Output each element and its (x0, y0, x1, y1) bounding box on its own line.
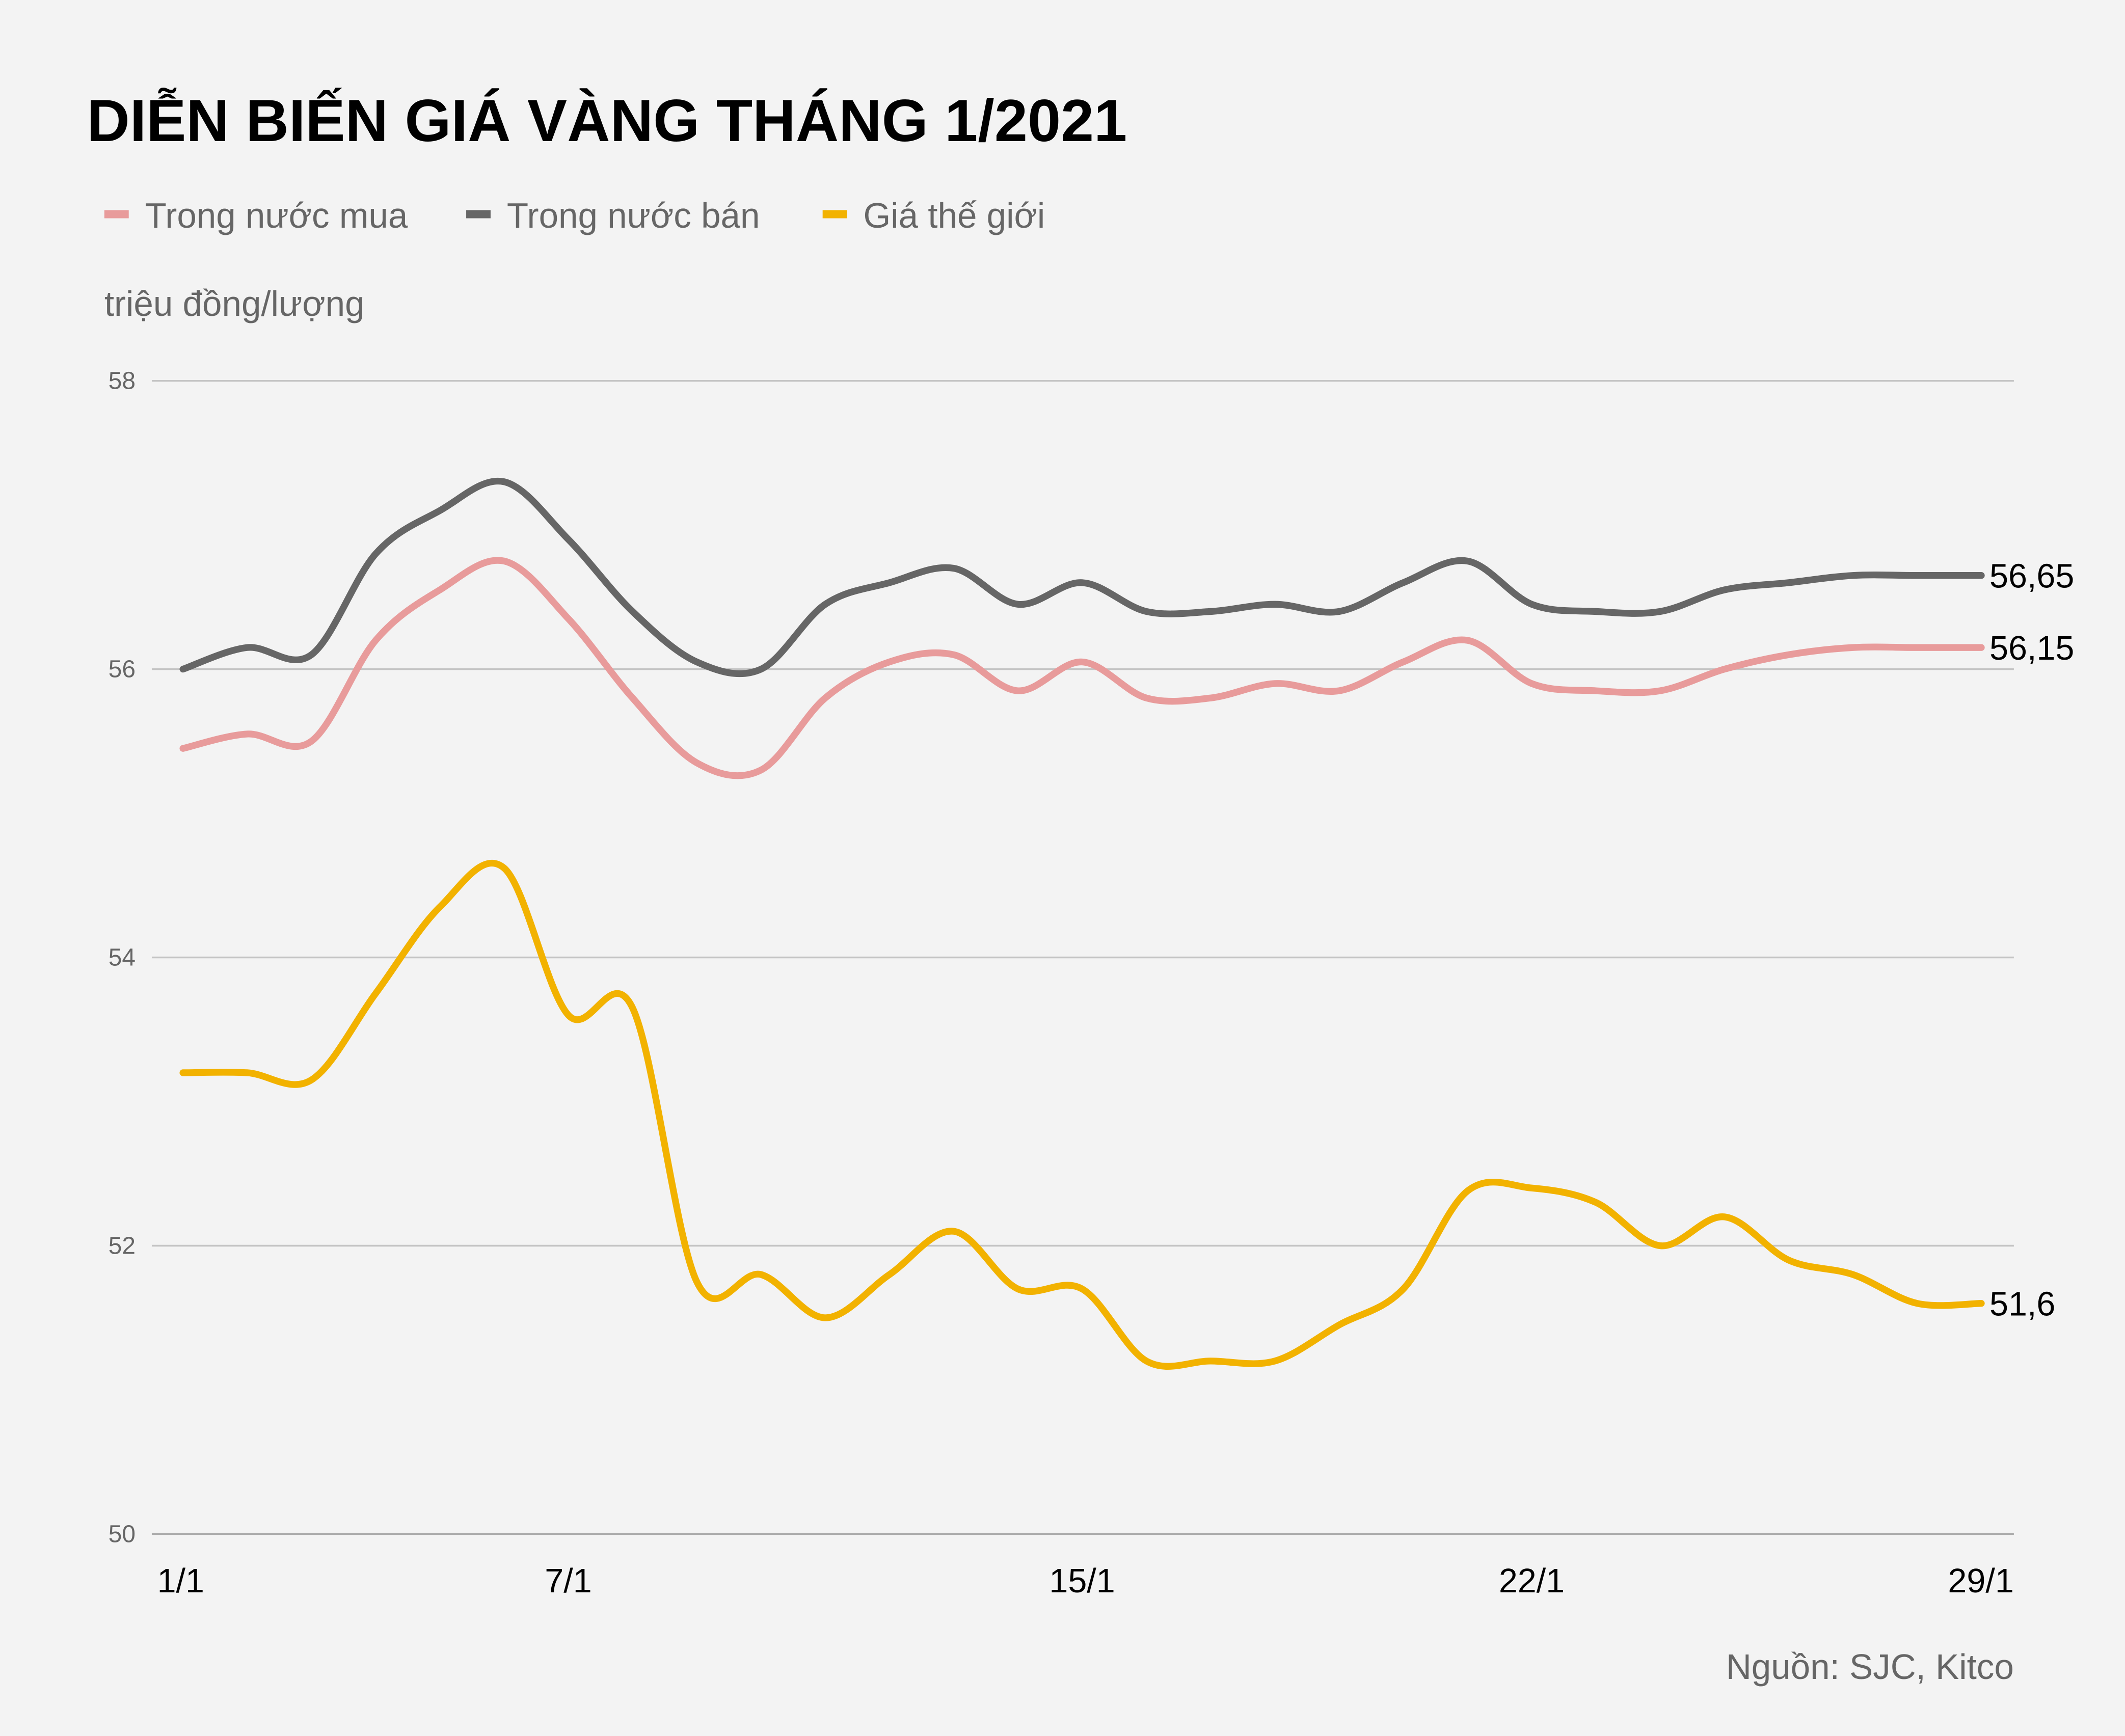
legend-swatch (466, 210, 491, 219)
x-tick-label: 15/1 (1049, 1562, 1115, 1600)
source-note: Nguồn: SJC, Kitco (1726, 1647, 2014, 1687)
legend-label: Giá thế giới (863, 196, 1045, 235)
end-value-label: 56,15 (1989, 630, 2074, 667)
y-ticks: 58 56 54 52 50 (109, 368, 136, 1548)
y-tick-label: 56 (109, 656, 136, 683)
series-line-1 (179, 557, 1985, 779)
y-axis-label: triệu đồng/lượng (104, 284, 365, 323)
chart-title: DIỄN BIẾN GIÁ VÀNG THÁNG 1/2021 (87, 87, 1127, 154)
x-tick-label: 22/1 (1499, 1562, 1565, 1600)
legend: Trong nước mua Trong nước bán Giá thế giới (104, 196, 1045, 235)
x-tick-label: 7/1 (545, 1562, 591, 1600)
end-labels: 56,15 56,65 51,6 (1989, 558, 2074, 1323)
legend-label: Trong nước mua (145, 196, 408, 235)
gridlines (151, 379, 2014, 1535)
y-tick-label: 52 (109, 1232, 136, 1259)
series-line-3 (179, 860, 1985, 1370)
series-line-2 (179, 477, 1985, 677)
legend-label: Trong nước bán (507, 196, 760, 235)
x-tick-label: 1/1 (157, 1562, 204, 1600)
x-ticks: 1/1 7/1 15/1 22/1 29/1 (157, 1562, 2014, 1600)
y-tick-label: 50 (109, 1521, 136, 1548)
legend-swatch (104, 210, 129, 219)
y-tick-label: 58 (109, 368, 136, 395)
series-lines (179, 477, 1985, 1370)
end-value-label: 56,65 (1989, 558, 2074, 595)
x-tick-label: 29/1 (1948, 1562, 2013, 1600)
legend-swatch (822, 210, 847, 219)
end-value-label: 51,6 (1989, 1286, 2055, 1323)
y-tick-label: 54 (109, 944, 136, 971)
